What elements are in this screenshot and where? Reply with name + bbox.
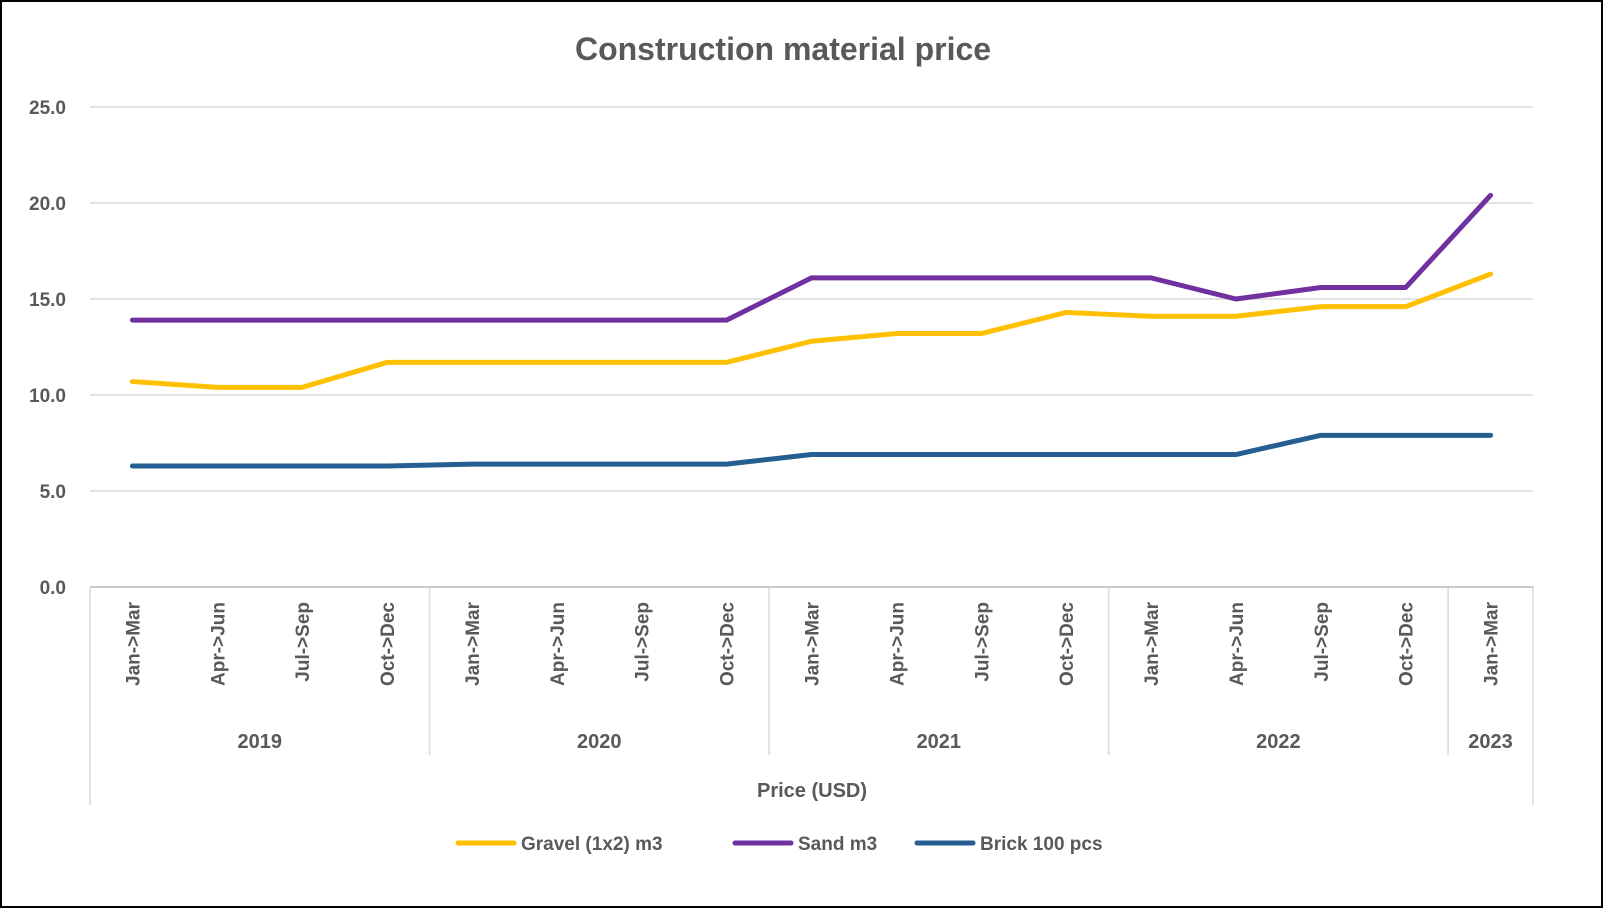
series-line-sand-m3 <box>129 192 1494 323</box>
x-tick-label: Apr->Jun <box>1227 602 1248 686</box>
legend-label: Sand m3 <box>798 834 877 855</box>
x-tick-label: Jul->Sep <box>1312 602 1333 682</box>
legend-label: Gravel (1x2) m3 <box>521 834 663 855</box>
x-tick-label: Jan->Mar <box>123 601 144 686</box>
year-group-label: 2019 <box>238 731 283 753</box>
x-tick-label: Oct->Dec <box>378 602 399 686</box>
chart-title: Construction material price <box>575 31 991 67</box>
x-tick-label: Apr->Jun <box>887 602 908 686</box>
y-tick-label: 15.0 <box>29 290 66 311</box>
series-line-brick-100-pcs <box>129 432 1494 469</box>
y-tick-label: 25.0 <box>29 98 66 119</box>
y-tick-label: 0.0 <box>40 578 66 599</box>
year-group-label: 2022 <box>1256 731 1301 753</box>
year-group-label: 2023 <box>1468 731 1513 753</box>
y-tick-label: 10.0 <box>29 386 66 407</box>
x-tick-label: Jul->Sep <box>633 602 654 682</box>
x-tick-label: Jul->Sep <box>293 602 314 682</box>
x-axis-title: Price (USD) <box>757 780 867 802</box>
x-tick-label: Jan->Mar <box>1142 601 1163 686</box>
x-tick-label: Jan->Mar <box>1482 601 1503 686</box>
year-group-label: 2020 <box>577 731 622 753</box>
x-tick-label: Jul->Sep <box>972 602 993 682</box>
y-tick-label: 20.0 <box>29 194 66 215</box>
y-tick-label: 5.0 <box>40 482 66 503</box>
x-tick-label: Oct->Dec <box>1057 602 1078 686</box>
x-tick-label: Oct->Dec <box>1397 602 1418 686</box>
x-tick-label: Apr->Jun <box>208 602 229 686</box>
series-line-gravel-1x2-m3 <box>129 271 1494 390</box>
x-tick-label: Jan->Mar <box>463 601 484 686</box>
x-tick-label: Oct->Dec <box>718 602 739 686</box>
legend-label: Brick 100 pcs <box>980 834 1103 855</box>
x-tick-label: Apr->Jun <box>548 602 569 686</box>
year-group-label: 2021 <box>917 731 962 753</box>
x-tick-label: Jan->Mar <box>803 601 824 686</box>
